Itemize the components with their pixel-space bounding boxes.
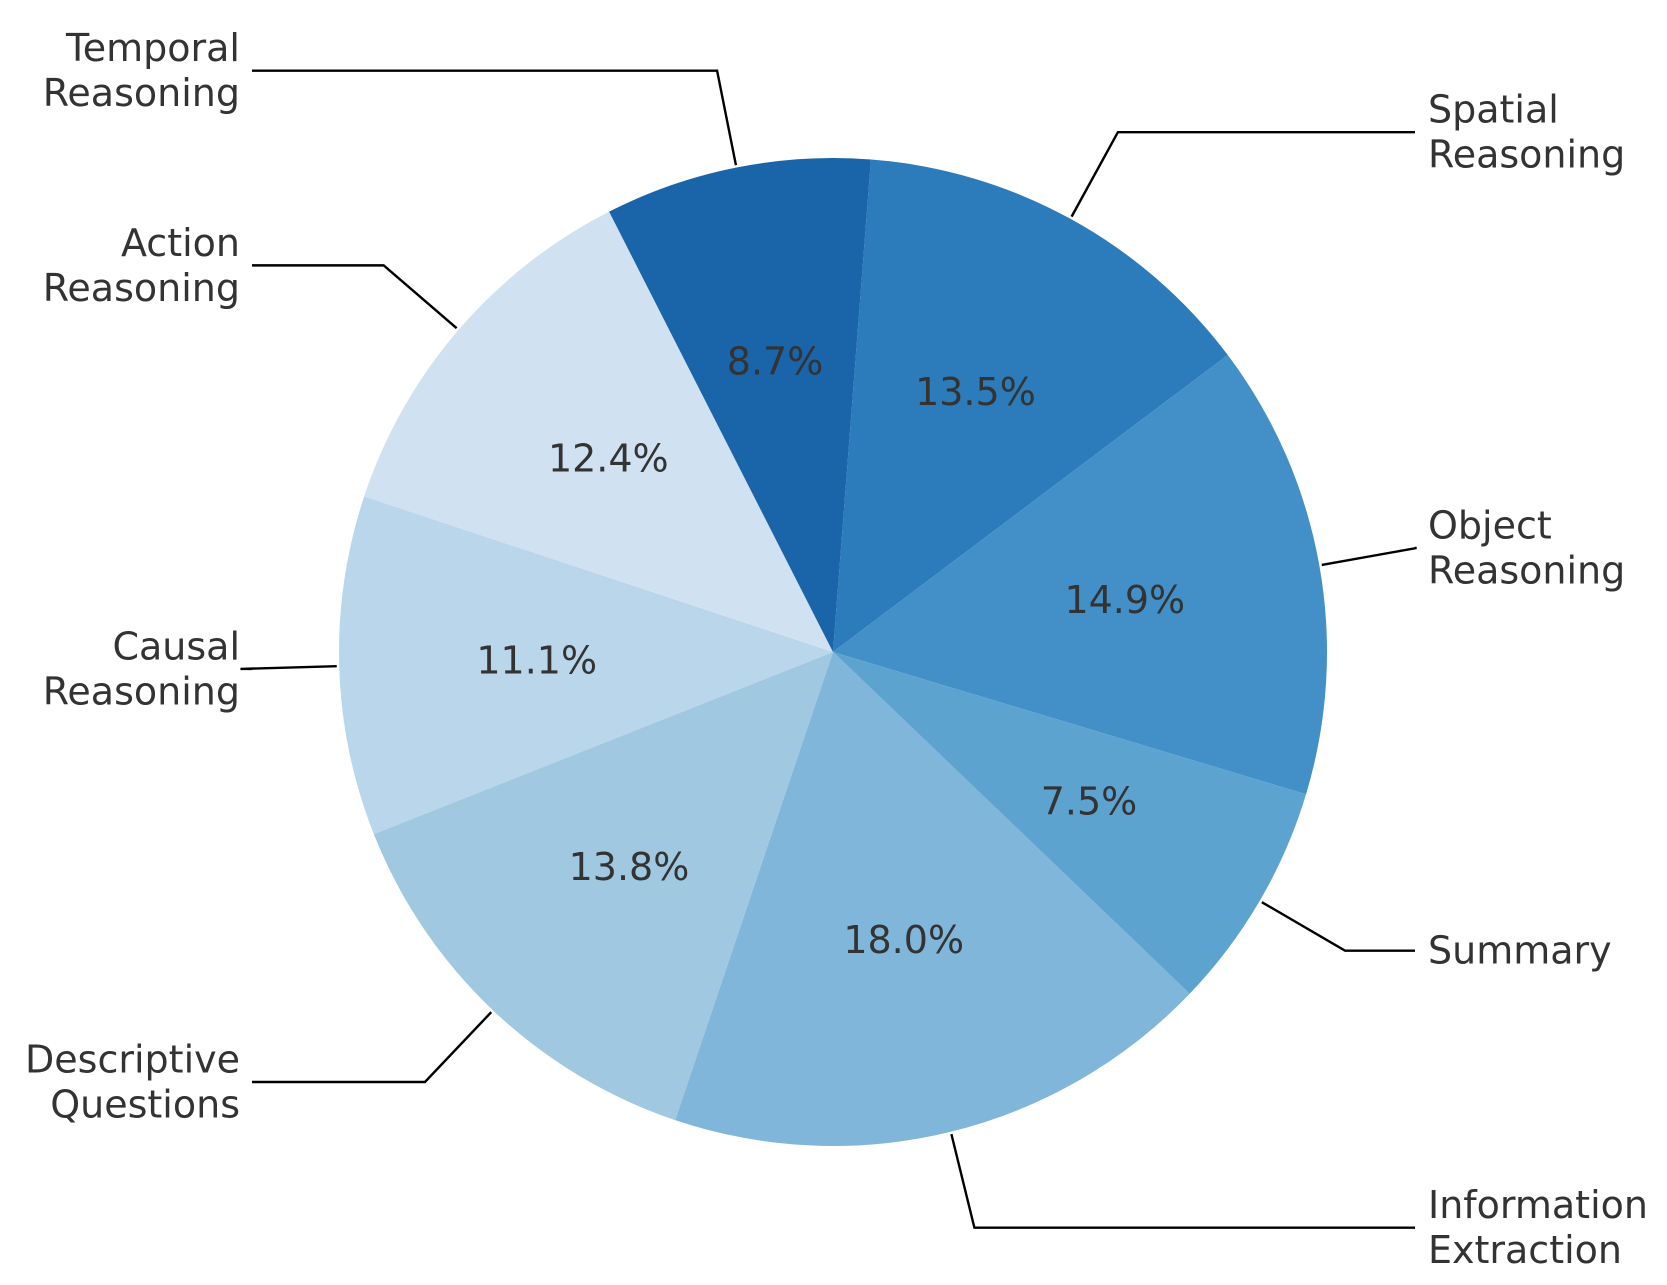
label-temporal-reasoning: Temporal Reasoning xyxy=(43,26,240,115)
label-line-object-reasoning-1: Object xyxy=(1428,503,1552,547)
leader-object-reasoning xyxy=(1321,546,1417,567)
slice-information-extraction xyxy=(675,652,1190,1147)
pct-label-temporal-reasoning: 8.7% xyxy=(727,339,824,383)
label-line-object-reasoning-2: Reasoning xyxy=(1428,548,1625,592)
label-line-action-reasoning-1: Action xyxy=(121,221,240,265)
label-line-information-extraction-2: Extraction xyxy=(1428,1228,1622,1272)
label-line-information-extraction-1: Information xyxy=(1428,1183,1648,1227)
slice-summary xyxy=(833,652,1307,994)
slice-causal-reasoning xyxy=(338,496,833,835)
pct-label-descriptive-questions: 13.8% xyxy=(569,845,690,889)
leader-lines xyxy=(240,69,1417,1229)
pct-label-summary: 7.5% xyxy=(1041,779,1138,823)
label-line-descriptive-questions-2: Questions xyxy=(50,1083,240,1127)
label-line-temporal-reasoning-2: Reasoning xyxy=(43,71,240,115)
slice-temporal-reasoning xyxy=(609,158,871,652)
label-summary: Summary xyxy=(1428,929,1612,973)
leader-causal-reasoning xyxy=(240,664,337,671)
label-line-temporal-reasoning-1: Temporal xyxy=(65,26,240,70)
pct-label-information-extraction: 18.0% xyxy=(843,918,964,962)
pie-slices xyxy=(338,158,1327,1147)
leader-descriptive-questions xyxy=(252,1011,493,1084)
leader-spatial-reasoning xyxy=(1070,130,1415,218)
label-line-descriptive-questions-1: Descriptive xyxy=(25,1038,240,1082)
leader-action-reasoning xyxy=(252,264,458,330)
label-action-reasoning: Action Reasoning xyxy=(43,221,240,310)
label-spatial-reasoning: Spatial Reasoning xyxy=(1428,88,1625,177)
pct-label-action-reasoning: 12.4% xyxy=(548,437,669,481)
pct-label-object-reasoning: 14.9% xyxy=(1064,578,1185,622)
label-line-causal-reasoning-2: Reasoning xyxy=(43,669,240,713)
label-information-extraction: Information Extraction xyxy=(1428,1183,1648,1272)
leader-information-extraction xyxy=(950,1133,1415,1229)
slice-object-reasoning xyxy=(833,355,1327,795)
label-line-action-reasoning-2: Reasoning xyxy=(43,266,240,310)
label-descriptive-questions: Descriptive Questions xyxy=(25,1038,240,1127)
leader-temporal-reasoning xyxy=(252,69,738,166)
label-line-spatial-reasoning-2: Reasoning xyxy=(1428,133,1625,177)
slice-spatial-reasoning xyxy=(833,159,1228,653)
leader-summary xyxy=(1261,901,1415,952)
label-line-spatial-reasoning-1: Spatial xyxy=(1428,88,1559,132)
label-object-reasoning: Object Reasoning xyxy=(1428,503,1625,592)
slice-descriptive-questions xyxy=(373,652,833,1121)
percent-labels: 13.5% 14.9% 7.5% 18.0% 13.8% 11.1% 12.4% 8.7% xyxy=(476,339,1185,962)
label-causal-reasoning: Causal Reasoning xyxy=(43,624,240,713)
label-line-causal-reasoning-1: Causal xyxy=(112,624,240,668)
pct-label-spatial-reasoning: 13.5% xyxy=(915,370,1036,414)
label-line-summary-1: Summary xyxy=(1428,929,1612,973)
pct-label-causal-reasoning: 11.1% xyxy=(476,638,597,682)
slice-action-reasoning xyxy=(364,211,833,652)
